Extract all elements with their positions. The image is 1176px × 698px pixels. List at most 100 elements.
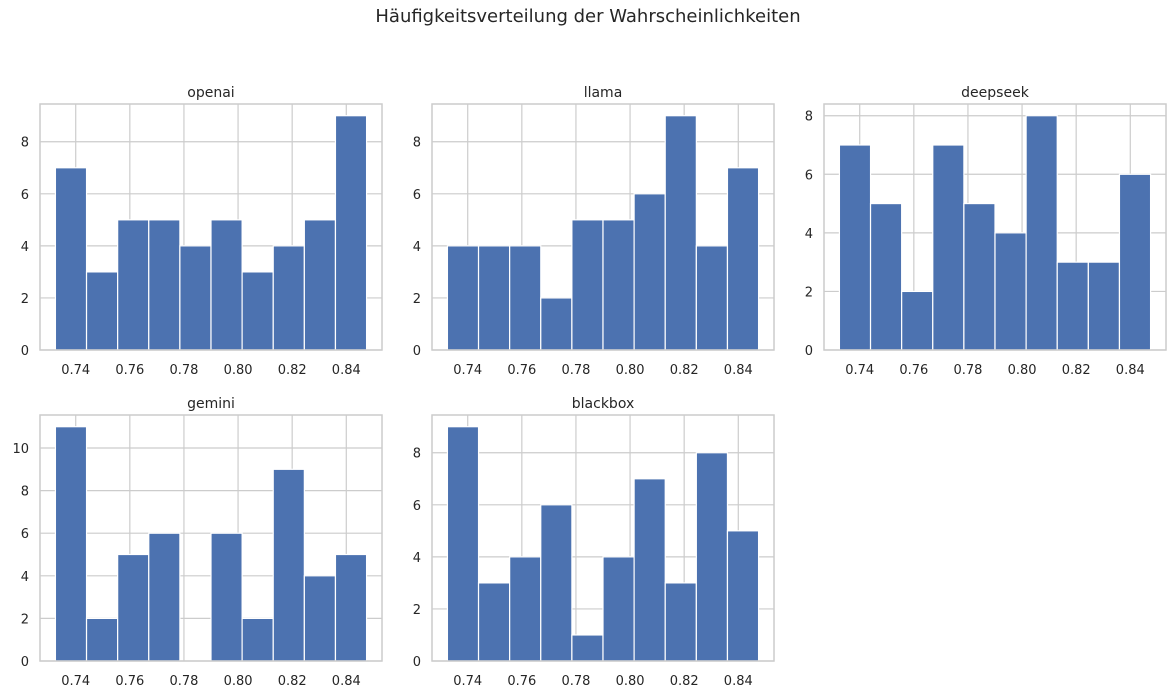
histogram-bar [1026,116,1057,350]
histogram-bar [665,583,696,661]
x-tick-label: 0.84 [1116,363,1145,378]
y-tick-label: 0 [805,344,813,359]
histogram-bar [634,194,665,350]
x-tick-label: 0.84 [724,674,753,689]
x-tick-label: 0.78 [561,674,590,689]
histogram-bar [541,298,572,350]
x-tick-label: 0.84 [332,363,361,378]
y-tick-label: 4 [805,227,813,242]
y-tick-label: 2 [805,285,813,300]
x-tick-label: 0.76 [507,674,536,689]
x-tick-label: 0.76 [115,363,144,378]
x-tick-label: 0.78 [169,363,198,378]
y-tick-label: 8 [21,136,29,151]
histogram-bar [55,168,86,350]
figure-title: Häufigkeitsverteilung der Wahrscheinlich… [0,6,1176,27]
y-tick-label: 2 [413,603,421,618]
histogram-bar [902,291,933,350]
y-tick-label: 8 [413,447,421,462]
histogram-bar [1057,262,1088,350]
histogram-bar [149,220,180,350]
histogram-bar [995,233,1026,350]
y-tick-label: 6 [413,499,421,514]
panel-title: deepseek [961,85,1030,101]
x-tick-label: 0.74 [61,363,90,378]
histogram-bar [696,246,727,350]
histogram-bar [180,246,211,350]
histogram-bar [335,116,366,350]
x-tick-label: 0.78 [561,363,590,378]
y-tick-label: 0 [21,344,29,359]
histogram-bar [211,533,242,661]
histogram-bar [242,618,273,661]
histogram-bar [1119,174,1150,350]
y-tick-label: 0 [21,655,29,670]
panel-title: openai [187,85,234,101]
histogram-bar [479,246,510,350]
histogram-bar [839,145,870,350]
histogram-bar [242,272,273,350]
histogram-bar [603,220,634,350]
y-tick-label: 6 [805,168,813,183]
histogram-bar [304,220,335,350]
y-tick-label: 4 [21,570,29,585]
x-tick-label: 0.84 [724,363,753,378]
histogram-bar [447,246,478,350]
x-tick-label: 0.82 [670,363,699,378]
y-tick-label: 6 [21,188,29,203]
histogram-bar [572,220,603,350]
x-tick-label: 0.76 [507,363,536,378]
panel-title: llama [584,85,623,101]
histogram-bar [447,427,478,661]
histogram-bar [871,204,902,350]
panel-blackbox: 0.740.760.780.800.820.8402468blackbox [413,396,774,689]
y-tick-label: 8 [21,485,29,500]
y-tick-label: 0 [413,344,421,359]
histogram-bar [55,427,86,661]
panel-deepseek: 0.740.760.780.800.820.8402468deepseek [805,85,1166,378]
x-tick-label: 0.80 [616,363,645,378]
y-tick-label: 6 [413,188,421,203]
x-tick-label: 0.84 [332,674,361,689]
histogram-bar [727,531,758,661]
histogram-bar [273,246,304,350]
y-tick-label: 2 [21,292,29,307]
histogram-bar [149,533,180,661]
histogram-bar [87,272,118,350]
y-tick-label: 4 [21,240,29,255]
x-tick-label: 0.82 [670,674,699,689]
x-tick-label: 0.76 [899,363,928,378]
histogram-bar [1088,262,1119,350]
y-tick-label: 4 [413,240,421,255]
x-tick-label: 0.82 [1062,363,1091,378]
x-tick-label: 0.76 [115,674,144,689]
y-tick-label: 8 [413,136,421,151]
panel-gemini: 0.740.760.780.800.820.840246810gemini [12,396,382,689]
histogram-bar [304,576,335,661]
histogram-bar [510,557,541,661]
histogram-bar [572,635,603,661]
histogram-bar [603,557,634,661]
x-tick-label: 0.78 [169,674,198,689]
histogram-bar [634,479,665,661]
histogram-bar [335,555,366,661]
x-tick-label: 0.74 [453,363,482,378]
histogram-bar [727,168,758,350]
histogram-bar [118,220,149,350]
y-tick-label: 8 [805,110,813,125]
x-tick-label: 0.80 [616,674,645,689]
x-tick-label: 0.82 [278,363,307,378]
panel-openai: 0.740.760.780.800.820.8402468openai [21,85,382,378]
panel-llama: 0.740.760.780.800.820.8402468llama [413,85,774,378]
y-tick-label: 6 [21,527,29,542]
panel-title: gemini [187,396,235,412]
x-tick-label: 0.74 [845,363,874,378]
histogram-bar [87,618,118,661]
panel-title: blackbox [572,396,634,412]
x-tick-label: 0.74 [61,674,90,689]
y-tick-label: 0 [413,655,421,670]
histogram-bar [273,469,304,661]
histogram-bar [541,505,572,661]
x-tick-label: 0.74 [453,674,482,689]
